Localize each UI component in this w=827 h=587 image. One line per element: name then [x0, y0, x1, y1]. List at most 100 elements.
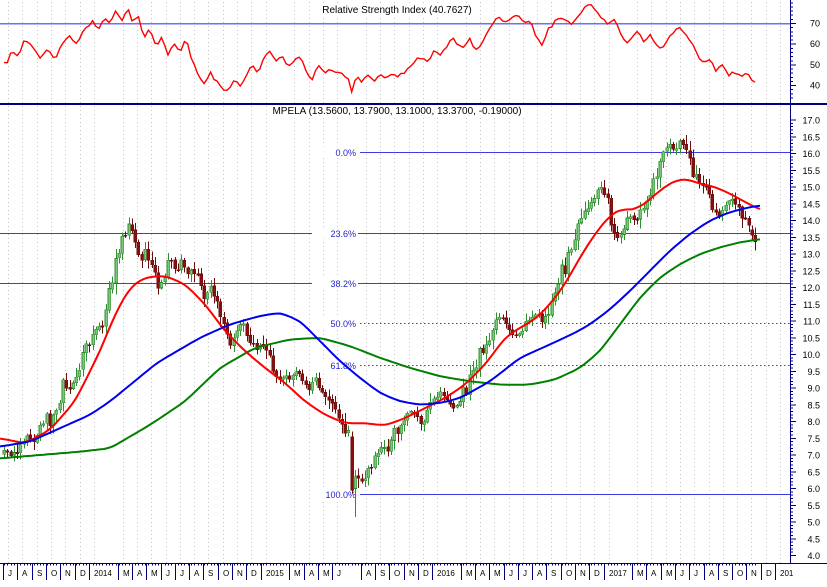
month-label: D: [80, 569, 86, 578]
slow-ma-line: [0, 238, 761, 460]
month-label: A: [137, 569, 143, 578]
svg-text:11.5: 11.5: [803, 300, 820, 310]
month-label: S: [551, 569, 556, 578]
svg-text:7.5: 7.5: [807, 434, 820, 444]
month-label: A: [309, 569, 315, 578]
svg-text:50: 50: [810, 60, 820, 70]
year-label: 2014: [94, 569, 112, 578]
fib-label-50.0%: 50.0%: [330, 319, 356, 329]
month-label: O: [394, 569, 400, 578]
month-label: A: [194, 569, 200, 578]
fib-label-38.2%: 38.2%: [330, 279, 356, 289]
month-label: M: [123, 569, 130, 578]
month-label: N: [751, 569, 757, 578]
axes-layer: 40 50 60 70 4.0 4.5 5.0 5.5 6.0 6.5 7.0 7.5 8.0 8.5 9.…: [0, 0, 827, 566]
month-label: S: [723, 569, 728, 578]
svg-text:70: 70: [810, 19, 820, 29]
month-label: J: [180, 569, 184, 578]
svg-text:15.0: 15.0: [802, 183, 820, 193]
svg-text:16.0: 16.0: [802, 149, 820, 159]
time-labels-layer: J A S O N D 2014 M A M J J A S O N D 2015 M A M J A S O N D 2016 M A M…: [3, 563, 794, 580]
svg-text:12.0: 12.0: [802, 283, 820, 293]
gridlines-layer: [8, 2, 781, 563]
svg-text:11.0: 11.0: [803, 317, 820, 327]
month-label: A: [537, 569, 543, 578]
svg-text:16.5: 16.5: [802, 132, 820, 142]
svg-text:13.5: 13.5: [802, 233, 820, 243]
svg-text:8.5: 8.5: [807, 400, 820, 410]
svg-text:40: 40: [810, 81, 820, 91]
month-label: J: [680, 569, 684, 578]
price-pane-title: MPELA (13.5600, 13.7900, 13.1000, 13.370…: [269, 106, 525, 117]
month-label: M: [637, 569, 644, 578]
month-label: A: [366, 569, 372, 578]
month-label: A: [709, 569, 715, 578]
svg-text:4.5: 4.5: [807, 534, 820, 544]
fib-label-61.8%: 61.8%: [330, 361, 356, 371]
month-label: A: [22, 569, 28, 578]
year-label: 2015: [266, 569, 284, 578]
svg-text:10.0: 10.0: [802, 350, 820, 360]
svg-text:5.5: 5.5: [807, 501, 820, 511]
svg-text:4.0: 4.0: [807, 551, 820, 561]
month-label: M: [323, 569, 330, 578]
month-label: M: [151, 569, 158, 578]
year-label: 2016: [437, 569, 455, 578]
month-label: D: [251, 569, 257, 578]
month-label: S: [37, 569, 42, 578]
year-label: 2017: [609, 569, 627, 578]
month-label: S: [208, 569, 213, 578]
svg-text:6.0: 6.0: [807, 484, 820, 494]
fib-label-23.6%: 23.6%: [330, 229, 356, 239]
month-label: J: [523, 569, 527, 578]
rsi-line: [3, 3, 756, 95]
svg-text:6.5: 6.5: [807, 467, 820, 477]
month-label: M: [466, 569, 473, 578]
month-label: A: [480, 569, 486, 578]
month-label: N: [237, 569, 243, 578]
svg-text:12.5: 12.5: [802, 266, 820, 276]
month-label: M: [494, 569, 501, 578]
month-label: D: [594, 569, 600, 578]
svg-text:14.5: 14.5: [802, 199, 820, 209]
svg-text:9.5: 9.5: [807, 367, 820, 377]
month-label: O: [566, 569, 572, 578]
month-label: O: [737, 569, 743, 578]
month-label: M: [666, 569, 673, 578]
month-label: J: [509, 569, 513, 578]
month-label: J: [8, 569, 12, 578]
svg-text:17.0: 17.0: [802, 116, 820, 126]
year-label: 201: [780, 569, 794, 578]
month-label: N: [65, 569, 71, 578]
fast-ma-line: [0, 178, 761, 444]
month-label: O: [223, 569, 229, 578]
candles-layer: [2, 135, 757, 517]
month-label: J: [166, 569, 170, 578]
svg-text:60: 60: [810, 39, 820, 49]
month-label: J: [337, 569, 341, 578]
fibonacci-layer: 0.0% 23.6% 38.2% 50.0% 61.8% 100.0%: [0, 146, 790, 500]
svg-text:5.0: 5.0: [807, 518, 820, 528]
svg-text:13.0: 13.0: [802, 250, 820, 260]
fib-label-0.0%: 0.0%: [335, 148, 356, 158]
month-label: N: [580, 569, 586, 578]
month-label: D: [423, 569, 429, 578]
month-label: S: [380, 569, 385, 578]
month-label: D: [766, 569, 772, 578]
svg-text:9.0: 9.0: [807, 384, 820, 394]
month-label: N: [409, 569, 415, 578]
month-label: A: [651, 569, 657, 578]
rsi-pane: [0, 3, 790, 95]
month-label: O: [51, 569, 57, 578]
month-label: M: [294, 569, 301, 578]
svg-text:7.0: 7.0: [807, 451, 820, 461]
svg-text:8.0: 8.0: [807, 417, 820, 427]
moving-averages-layer: [0, 178, 761, 460]
svg-text:14.0: 14.0: [802, 216, 820, 226]
svg-text:15.5: 15.5: [802, 166, 820, 176]
svg-text:10.5: 10.5: [802, 333, 820, 343]
medium-ma-line: [0, 204, 761, 448]
month-label: J: [694, 569, 698, 578]
